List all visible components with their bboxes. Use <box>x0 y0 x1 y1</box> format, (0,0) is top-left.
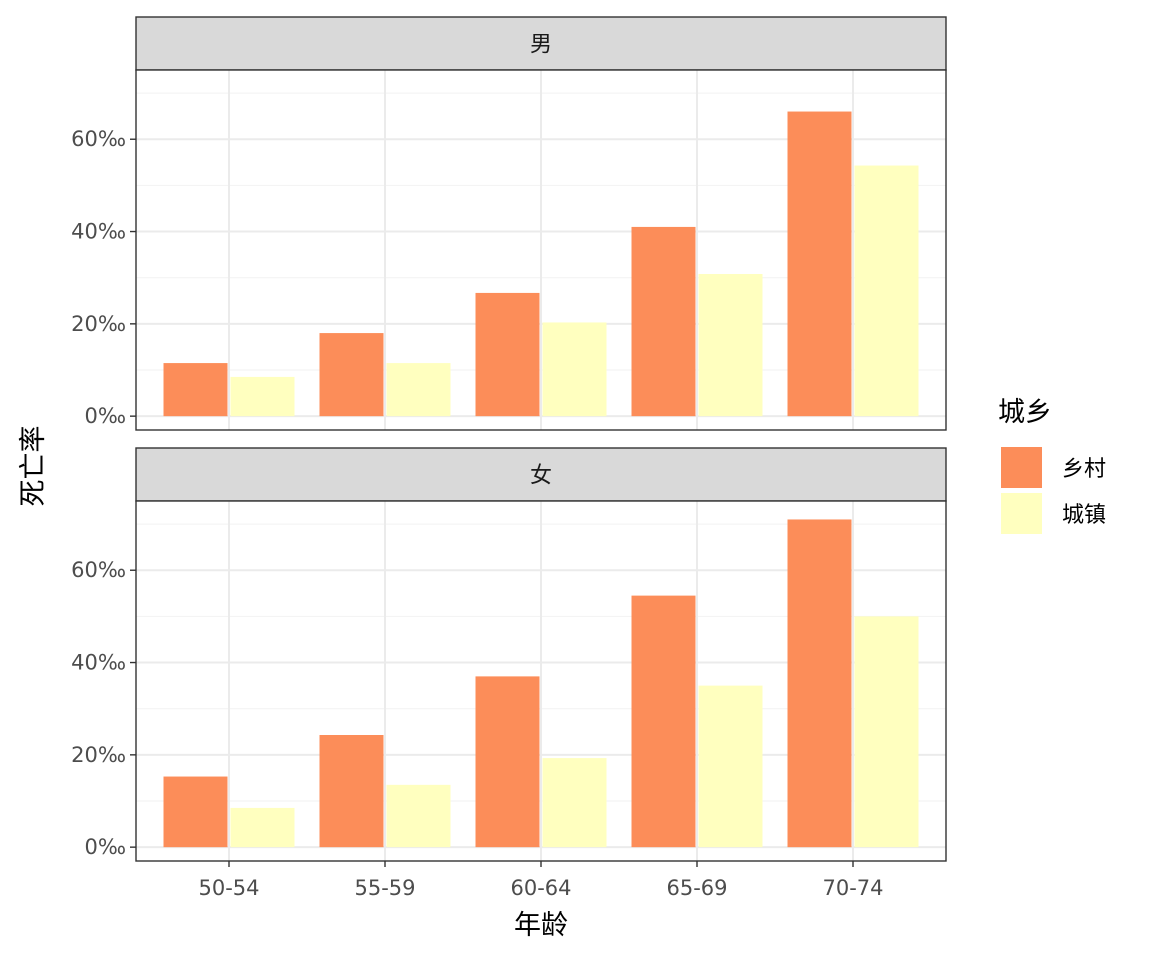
y-tick-label: 20‰ <box>71 312 126 336</box>
bar-城镇-55-59 <box>386 784 451 848</box>
bar-城镇-50-54 <box>230 807 295 848</box>
bar-乡村-60-64 <box>475 676 540 848</box>
x-tick-label: 50-54 <box>198 876 259 900</box>
panels-layer: 男 0‰ 20‰ 40‰ 60‰ 女 0‰ 20‰ 40‰ 60‰ <box>71 16 947 862</box>
bar-乡村-55-59 <box>319 735 384 848</box>
y-tick-label: 20‰ <box>71 743 126 767</box>
bar-城镇-50-54 <box>230 376 295 417</box>
y-tick-label: 40‰ <box>71 220 126 244</box>
y-tick-label: 40‰ <box>71 651 126 675</box>
bar-乡村-65-69 <box>631 226 696 417</box>
bar-乡村-55-59 <box>319 333 384 417</box>
bar-城镇-70-74 <box>854 616 919 848</box>
y-tick-label: 0‰ <box>84 404 126 428</box>
facet-panel: 男 0‰ 20‰ 40‰ 60‰ <box>71 16 947 431</box>
y-tick-label: 0‰ <box>84 835 126 859</box>
bar-乡村-50-54 <box>163 363 228 417</box>
facet-strip-label: 男 <box>530 33 552 58</box>
bar-城镇-70-74 <box>854 165 919 417</box>
legend-label: 乡村 <box>1062 457 1106 482</box>
y-axis-title: 死亡率 <box>18 426 49 507</box>
legend-title: 城乡 <box>998 397 1052 428</box>
facet-strip <box>135 447 947 502</box>
bar-乡村-65-69 <box>631 595 696 848</box>
legend-key <box>1001 447 1042 488</box>
x-axis: 50-54 55-59 60-64 65-69 70-74 <box>198 861 884 900</box>
bar-城镇-65-69 <box>698 685 763 848</box>
bar-城镇-60-64 <box>542 322 607 417</box>
legend-label: 城镇 <box>1062 503 1106 528</box>
bar-城镇-55-59 <box>386 363 451 417</box>
x-tick-label: 55-59 <box>354 876 415 900</box>
x-tick-label: 60-64 <box>510 876 571 900</box>
x-axis-title: 年龄 <box>514 910 568 941</box>
bar-乡村-70-74 <box>787 519 852 848</box>
x-tick-label: 65-69 <box>666 876 727 900</box>
facet-strip-label: 女 <box>530 464 552 489</box>
x-tick-label: 70-74 <box>822 876 883 900</box>
facet-panel: 女 0‰ 20‰ 40‰ 60‰ <box>71 447 947 862</box>
bar-城镇-65-69 <box>698 274 763 417</box>
bar-城镇-60-64 <box>542 758 607 848</box>
bar-乡村-50-54 <box>163 776 228 848</box>
y-tick-label: 60‰ <box>71 558 126 582</box>
y-tick-label: 60‰ <box>71 127 126 151</box>
panel-border <box>135 69 947 431</box>
legend-key <box>1001 493 1042 534</box>
bar-乡村-70-74 <box>787 111 852 417</box>
bar-乡村-60-64 <box>475 292 540 417</box>
facet-strip <box>135 16 947 71</box>
